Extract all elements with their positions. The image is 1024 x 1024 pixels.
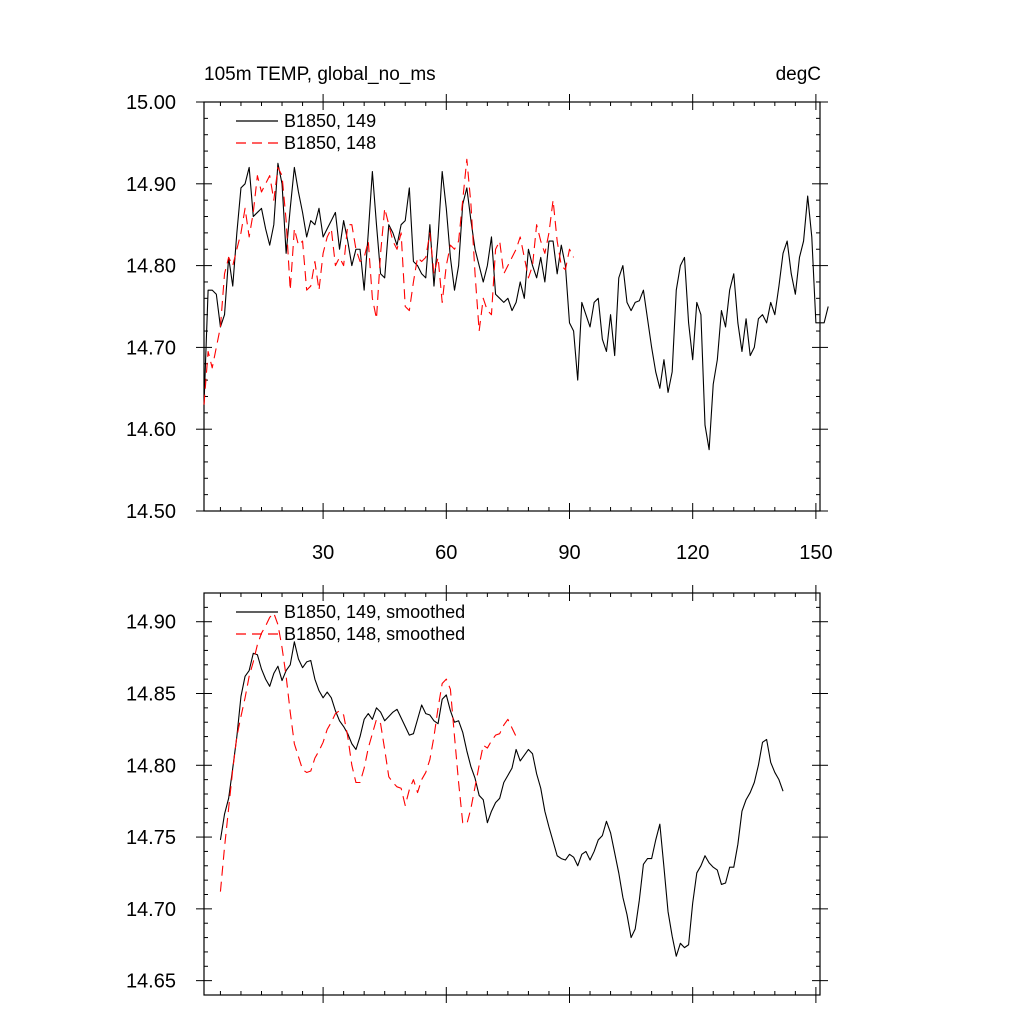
top-y-tick-labels: 14.50 14.60 14.70 14.80 14.90 15.00 xyxy=(126,92,176,523)
series-line-148-smoothed xyxy=(219,612,517,892)
y-tick-label: 14.75 xyxy=(126,827,176,849)
bottom-panel: 14.65 14.70 14.75 14.80 14.85 14.90 B1850, 14… xyxy=(126,585,828,1003)
top-legend: B1850, 149 B1850, 148 xyxy=(236,111,376,153)
bottom-legend: B1850, 149, smoothed B1850, 148, smoothe… xyxy=(236,602,465,644)
top-panel: 105m TEMP, global_no_ms degC 14.5014.601… xyxy=(126,64,833,564)
legend-label-148: B1850, 148 xyxy=(284,133,376,153)
y-tick-label: 14.90 xyxy=(126,174,176,196)
y-tick-label: 14.90 xyxy=(126,612,176,634)
top-x-tick-labels: 30 60 90 120 150 xyxy=(312,542,833,564)
top-ticks xyxy=(196,94,828,519)
x-tick-label: 60 xyxy=(435,542,457,564)
bottom-series xyxy=(219,612,784,957)
y-tick-label: 14.60 xyxy=(126,419,176,441)
bottom-y-tick-labels: 14.65 14.70 14.75 14.80 14.85 14.90 xyxy=(126,612,176,993)
series-line-149 xyxy=(203,162,829,451)
y-tick-label: 15.00 xyxy=(126,92,176,114)
series-line-149-smoothed xyxy=(219,641,784,957)
x-tick-label: 30 xyxy=(312,542,334,564)
series-line-148 xyxy=(203,158,575,405)
x-tick-label: 90 xyxy=(558,542,580,564)
top-title-left: 105m TEMP, global_no_ms xyxy=(204,64,436,85)
x-tick-label: 120 xyxy=(676,542,709,564)
top-series xyxy=(203,158,829,451)
y-tick-label: 14.70 xyxy=(126,899,176,921)
x-tick-label: 150 xyxy=(799,542,832,564)
top-title-right: degC xyxy=(776,64,821,85)
y-tick-label: 14.50 xyxy=(126,501,176,523)
y-tick-label: 14.80 xyxy=(126,256,176,278)
legend-label-148-smoothed: B1850, 148, smoothed xyxy=(284,624,465,644)
legend-label-149-smoothed: B1850, 149, smoothed xyxy=(284,602,465,622)
y-tick-label: 14.85 xyxy=(126,684,176,706)
legend-label-149: B1850, 149 xyxy=(284,111,376,131)
y-tick-label: 14.65 xyxy=(126,971,176,993)
bottom-ticks xyxy=(196,585,828,1003)
y-tick-label: 14.70 xyxy=(126,337,176,359)
top-plot-frame xyxy=(203,101,821,512)
y-tick-label: 14.80 xyxy=(126,755,176,777)
bottom-plot-frame xyxy=(203,592,821,996)
